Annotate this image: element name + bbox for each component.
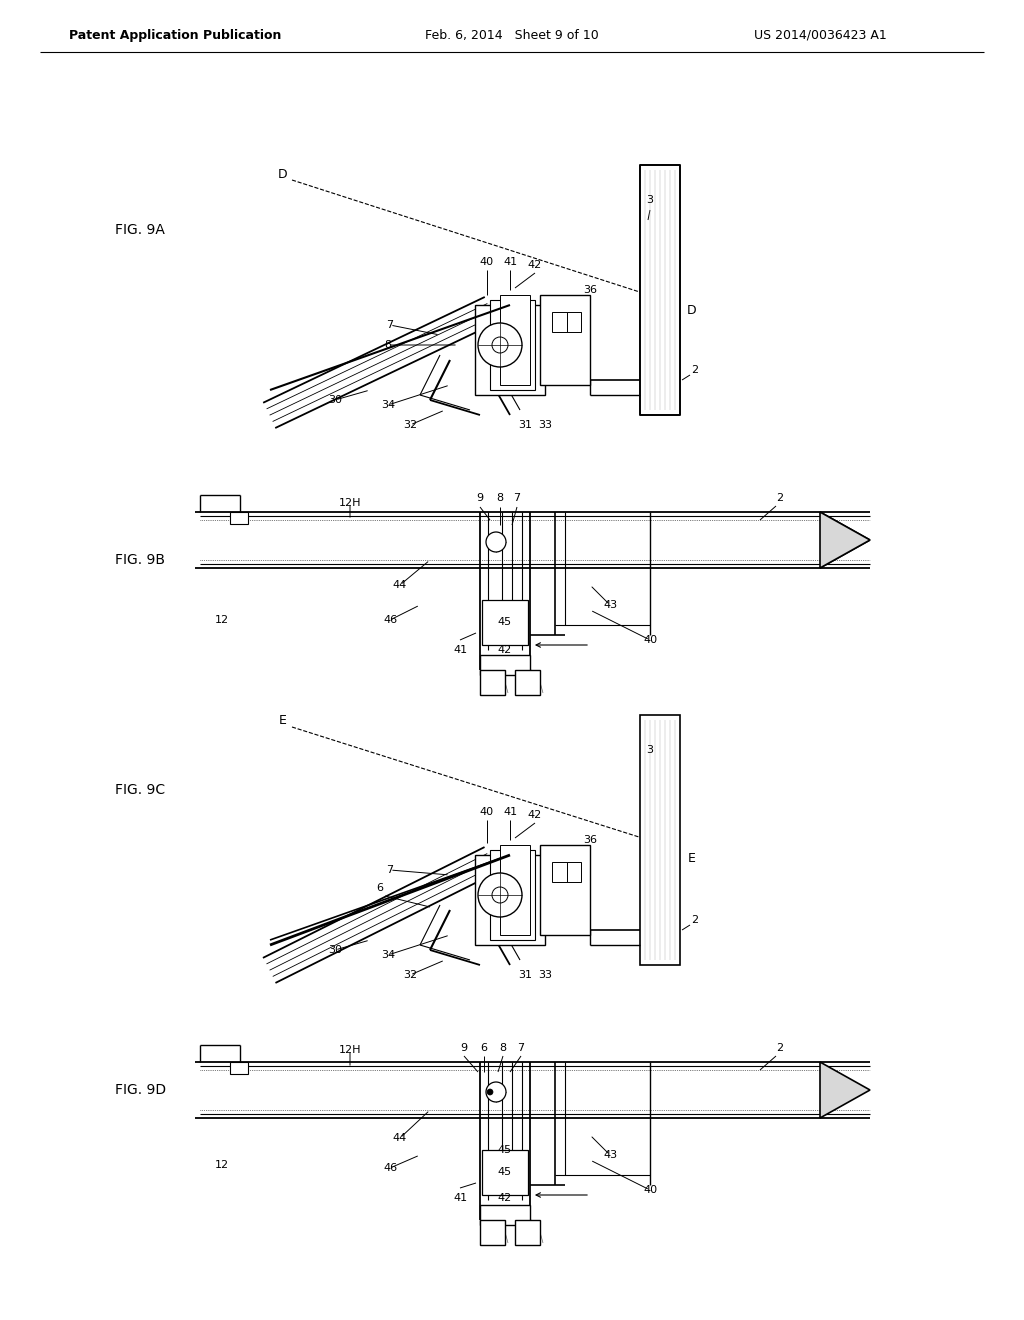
Polygon shape — [480, 1205, 530, 1225]
Text: FIG. 9D: FIG. 9D — [115, 1082, 166, 1097]
Text: 7: 7 — [386, 865, 393, 875]
Text: 12: 12 — [215, 615, 229, 624]
Text: 12H: 12H — [339, 1045, 361, 1055]
Text: 46: 46 — [383, 615, 397, 624]
Text: Feb. 6, 2014   Sheet 9 of 10: Feb. 6, 2014 Sheet 9 of 10 — [425, 29, 599, 41]
Polygon shape — [515, 671, 540, 696]
Polygon shape — [540, 294, 590, 385]
Text: 42: 42 — [498, 645, 512, 655]
Text: D: D — [687, 304, 696, 317]
Polygon shape — [480, 655, 530, 675]
Text: 9: 9 — [476, 492, 483, 503]
Polygon shape — [500, 294, 530, 385]
Text: 2: 2 — [776, 1043, 783, 1053]
Text: 2: 2 — [691, 366, 698, 375]
Text: 42: 42 — [498, 1193, 512, 1203]
Text: 42: 42 — [528, 810, 542, 820]
Polygon shape — [482, 1150, 528, 1195]
Text: 8: 8 — [500, 1043, 507, 1053]
Text: 3: 3 — [646, 744, 653, 755]
Text: 34: 34 — [381, 400, 395, 411]
Polygon shape — [640, 165, 680, 414]
Text: 31: 31 — [518, 420, 532, 430]
Text: E: E — [688, 851, 696, 865]
Text: 45: 45 — [498, 1167, 512, 1177]
Polygon shape — [490, 300, 535, 389]
Text: 43: 43 — [603, 601, 617, 610]
Text: 45: 45 — [498, 1144, 512, 1155]
Text: FIG. 9B: FIG. 9B — [115, 553, 165, 568]
Text: 41: 41 — [503, 807, 517, 817]
Text: 32: 32 — [402, 970, 417, 979]
Text: 41: 41 — [503, 257, 517, 267]
Text: 31: 31 — [518, 970, 532, 979]
Polygon shape — [490, 850, 535, 940]
Text: 3: 3 — [646, 195, 653, 205]
Text: 7: 7 — [513, 492, 520, 503]
Text: 40: 40 — [480, 807, 494, 817]
Text: US 2014/0036423 A1: US 2014/0036423 A1 — [754, 29, 887, 41]
Polygon shape — [230, 512, 248, 524]
Text: 36: 36 — [583, 836, 597, 845]
Polygon shape — [552, 312, 567, 333]
Text: 43: 43 — [603, 1150, 617, 1160]
Circle shape — [478, 873, 522, 917]
Text: 36: 36 — [583, 285, 597, 294]
Polygon shape — [482, 601, 528, 645]
Text: 30: 30 — [328, 945, 342, 954]
Polygon shape — [475, 855, 545, 945]
Text: 46: 46 — [383, 1163, 397, 1173]
Polygon shape — [480, 1220, 505, 1245]
Polygon shape — [820, 1063, 870, 1118]
Circle shape — [478, 323, 522, 367]
Text: 8: 8 — [384, 341, 391, 350]
Text: 12H: 12H — [339, 498, 361, 508]
Text: 40: 40 — [643, 635, 657, 645]
Polygon shape — [515, 1220, 540, 1245]
Text: 7: 7 — [386, 319, 393, 330]
Text: 44: 44 — [393, 579, 408, 590]
Polygon shape — [640, 715, 680, 965]
Text: 33: 33 — [538, 970, 552, 979]
Polygon shape — [500, 845, 530, 935]
Text: D: D — [279, 169, 288, 181]
Text: 34: 34 — [381, 950, 395, 960]
Text: 41: 41 — [453, 1193, 467, 1203]
Text: 45: 45 — [498, 616, 512, 627]
Text: 8: 8 — [497, 492, 504, 503]
Circle shape — [487, 1089, 493, 1096]
Text: 2: 2 — [776, 492, 783, 503]
Text: 12: 12 — [215, 1160, 229, 1170]
Text: FIG. 9A: FIG. 9A — [115, 223, 165, 238]
Text: 40: 40 — [480, 257, 494, 267]
Text: 6: 6 — [480, 1043, 487, 1053]
Text: 44: 44 — [393, 1133, 408, 1143]
Circle shape — [492, 887, 508, 903]
Text: 40: 40 — [643, 1185, 657, 1195]
Polygon shape — [475, 305, 545, 395]
Text: 9: 9 — [461, 1043, 468, 1053]
Text: 41: 41 — [453, 645, 467, 655]
Circle shape — [486, 1082, 506, 1102]
Polygon shape — [540, 845, 590, 935]
Text: 42: 42 — [528, 260, 542, 271]
Polygon shape — [552, 862, 567, 882]
Polygon shape — [820, 512, 870, 568]
Text: 33: 33 — [538, 420, 552, 430]
Circle shape — [492, 337, 508, 352]
Polygon shape — [567, 862, 581, 882]
Text: 2: 2 — [691, 915, 698, 925]
Text: 6: 6 — [377, 883, 384, 894]
Text: Patent Application Publication: Patent Application Publication — [69, 29, 282, 41]
Circle shape — [486, 532, 506, 552]
Polygon shape — [567, 312, 581, 333]
Text: E: E — [280, 714, 287, 726]
Polygon shape — [230, 1063, 248, 1074]
Text: 30: 30 — [328, 395, 342, 405]
Text: 32: 32 — [402, 420, 417, 430]
Text: FIG. 9C: FIG. 9C — [115, 783, 165, 797]
Polygon shape — [480, 671, 505, 696]
Text: 7: 7 — [517, 1043, 524, 1053]
